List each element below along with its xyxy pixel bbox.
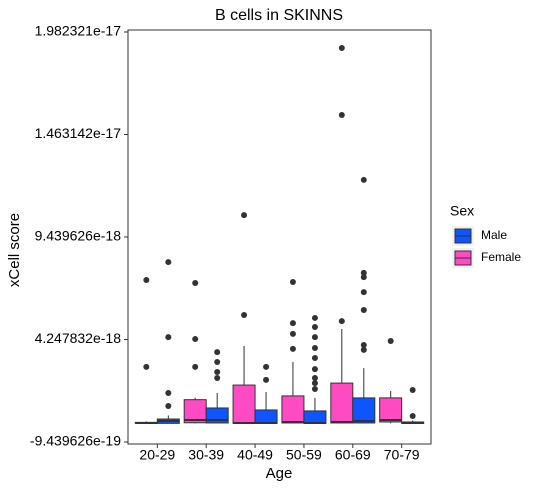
outlier	[360, 274, 367, 281]
legend-label: Female	[481, 250, 521, 264]
outlier	[263, 363, 270, 370]
outlier	[192, 279, 199, 286]
outlier	[143, 277, 150, 284]
outlier	[409, 386, 416, 393]
outlier	[311, 355, 318, 362]
outlier	[360, 289, 367, 296]
box	[303, 410, 327, 424]
outlier	[263, 376, 270, 383]
x-tick-label: 60-69	[335, 447, 371, 463]
box	[379, 397, 403, 423]
outlier	[192, 363, 199, 370]
outlier	[311, 324, 318, 331]
outlier	[311, 380, 318, 387]
legend-title: Sex	[450, 203, 474, 219]
box	[352, 397, 376, 424]
legend-label: Male	[481, 228, 507, 242]
y-tick-label: 4.247832e-18	[35, 330, 122, 346]
outlier	[311, 344, 318, 351]
y-tick-label: -9.439626e-19	[30, 433, 121, 449]
x-axis-label: Age	[266, 465, 293, 482]
outlier	[214, 358, 221, 365]
outlier	[289, 345, 296, 352]
outlier	[360, 346, 367, 353]
box	[330, 382, 354, 424]
outlier	[311, 314, 318, 321]
outlier	[311, 386, 318, 393]
outlier	[360, 176, 367, 183]
outlier	[311, 366, 318, 373]
y-tick-label: 1.982321e-17	[35, 23, 122, 39]
plot-panel	[127, 29, 432, 445]
outlier	[214, 369, 221, 376]
outlier	[338, 45, 345, 52]
outlier	[165, 334, 172, 341]
outlier	[165, 259, 172, 266]
x-tick-label: 50-59	[286, 447, 322, 463]
outlier	[409, 413, 416, 420]
outlier	[360, 269, 367, 276]
y-axis-label: xCell score	[6, 213, 23, 287]
y-tick-label: 9.439626e-18	[35, 228, 122, 244]
outlier	[311, 334, 318, 341]
outlier	[360, 307, 367, 314]
x-tick-label: 40-49	[237, 447, 273, 463]
outlier	[338, 111, 345, 118]
outlier	[289, 320, 296, 327]
outlier	[360, 341, 367, 348]
outlier	[338, 318, 345, 325]
outlier	[241, 311, 248, 318]
x-tick-label: 30-39	[188, 447, 224, 463]
chart-title: B cells in SKINNS	[215, 7, 343, 24]
outlier	[192, 336, 199, 343]
box	[281, 395, 305, 424]
outlier	[143, 363, 150, 370]
y-tick-label: 1.463142e-17	[35, 125, 122, 141]
outlier	[311, 374, 318, 381]
box	[254, 409, 278, 424]
outlier	[165, 402, 172, 409]
x-tick-label: 70-79	[384, 447, 420, 463]
outlier	[241, 212, 248, 219]
outlier	[289, 279, 296, 286]
outlier	[387, 338, 394, 345]
outlier	[289, 330, 296, 337]
outlier	[214, 349, 221, 356]
x-tick-label: 20-29	[139, 447, 175, 463]
box	[232, 384, 256, 424]
outlier	[214, 374, 221, 381]
outlier	[165, 389, 172, 396]
